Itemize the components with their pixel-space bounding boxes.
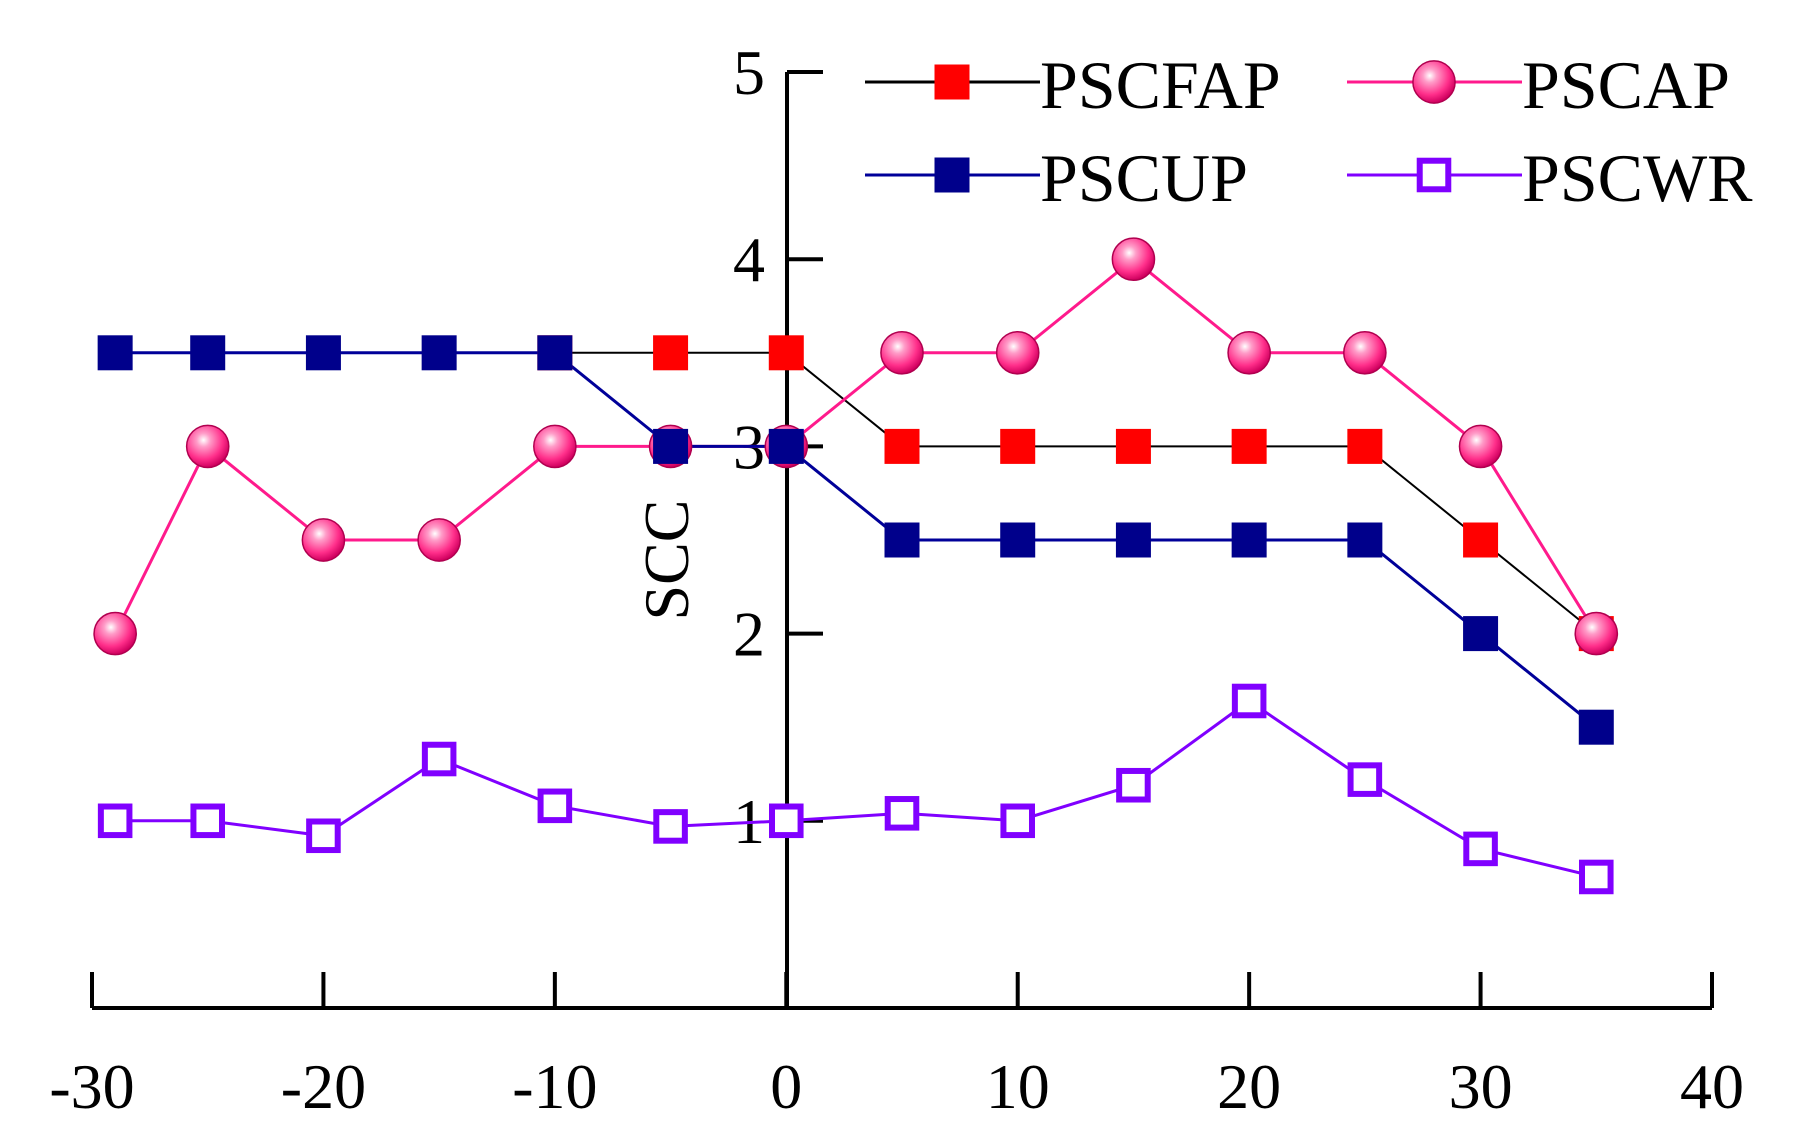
- legend-marker: [1412, 60, 1456, 104]
- legend-entry-pscup: PSCUP: [865, 140, 1248, 216]
- data-point-pscwr: [653, 809, 688, 844]
- data-point-pscwr: [1579, 859, 1614, 895]
- data-point-pscwr: [190, 803, 225, 839]
- data-point-pscup: [1231, 522, 1267, 558]
- data-point-pscup: [1347, 522, 1383, 558]
- data-point-pscwr: [537, 788, 573, 824]
- y-tick-label: 4: [733, 224, 765, 295]
- x-tick-label: -30: [49, 1051, 134, 1122]
- x-tick-label: -10: [512, 1051, 597, 1122]
- y-tick-label: 5: [733, 37, 765, 108]
- data-point-pscap: [1574, 611, 1619, 656]
- legend-entry-pscwr: PSCWR: [1347, 140, 1753, 216]
- x-tick-label: 20: [1217, 1051, 1281, 1122]
- data-point-pscup: [1463, 616, 1499, 652]
- legend-entry-pscap: PSCAP: [1347, 47, 1730, 123]
- series-markers-pscwr: [97, 683, 1614, 895]
- data-point-pscap: [1458, 424, 1503, 469]
- series-markers-pscup: [97, 335, 1614, 745]
- legend-label: PSCFAP: [1040, 47, 1281, 123]
- data-point-pscap: [417, 518, 461, 562]
- data-point-pscap: [1343, 330, 1387, 375]
- data-point-pscfap: [884, 428, 920, 464]
- data-point-pscfap: [653, 335, 689, 371]
- series-line-pscup: [115, 351, 1598, 729]
- legend-label: PSCUP: [1040, 140, 1248, 216]
- data-point-pscup: [653, 428, 689, 464]
- data-point-pscap: [301, 518, 346, 562]
- data-point-pscap: [93, 611, 137, 656]
- data-point-pscfap: [768, 335, 804, 371]
- legend-label: PSCWR: [1522, 140, 1753, 216]
- data-point-pscwr: [306, 818, 341, 854]
- x-tick-label: 10: [986, 1051, 1050, 1122]
- data-point-pscup: [537, 335, 573, 371]
- series-line-pscwr: [115, 699, 1597, 879]
- data-point-pscfap: [1115, 428, 1151, 464]
- data-point-pscwr: [769, 803, 804, 839]
- data-point-pscfap: [1347, 428, 1383, 464]
- legend-label: PSCAP: [1522, 47, 1730, 123]
- data-point-pscup: [97, 335, 133, 371]
- data-point-pscup: [1115, 522, 1151, 558]
- legend-entry-pscfap: PSCFAP: [865, 47, 1281, 123]
- y-tick-label: 2: [733, 599, 765, 670]
- data-point-pscup: [1000, 522, 1036, 558]
- legend: PSCFAP PSCAP PSCUP PSCWR: [865, 47, 1753, 216]
- data-point-pscup: [305, 335, 341, 371]
- data-point-pscup: [884, 522, 920, 558]
- data-point-pscap: [533, 424, 577, 469]
- data-point-pscup: [768, 428, 804, 464]
- x-tick-label: 0: [770, 1051, 802, 1122]
- legend-marker: [1416, 157, 1452, 193]
- data-point-pscwr: [884, 796, 920, 831]
- data-point-pscwr: [1463, 831, 1498, 867]
- data-point-pscap: [880, 330, 924, 375]
- data-point-pscfap: [1231, 428, 1267, 464]
- series-markers-pscap: [93, 237, 1619, 656]
- data-point-pscup: [190, 335, 226, 371]
- x-tick-label: 40: [1680, 1051, 1744, 1122]
- series-line-pscfap: [554, 351, 1597, 635]
- data-point-pscap: [1111, 237, 1156, 282]
- x-tick-label: -20: [281, 1051, 366, 1122]
- data-point-pscwr: [421, 741, 457, 777]
- legend-marker: [934, 157, 970, 193]
- x-tick-label: 30: [1449, 1051, 1513, 1122]
- data-point-pscap: [185, 424, 230, 469]
- data-point-pscwr: [1347, 762, 1383, 797]
- data-point-pscup: [421, 335, 457, 371]
- data-point-pscap: [995, 330, 1040, 375]
- data-point-pscwr: [1116, 767, 1151, 803]
- legend-marker: [934, 64, 970, 100]
- data-point-pscwr: [97, 803, 133, 839]
- data-point-pscap: [1227, 330, 1271, 375]
- data-point-pscfap: [1000, 428, 1036, 464]
- y-axis-title: SCC: [631, 500, 702, 621]
- data-point-pscwr: [1000, 803, 1035, 839]
- data-point-pscup: [1578, 709, 1614, 745]
- series-layer: [93, 237, 1619, 895]
- data-point-pscwr: [1231, 683, 1267, 719]
- data-point-pscfap: [1463, 522, 1499, 558]
